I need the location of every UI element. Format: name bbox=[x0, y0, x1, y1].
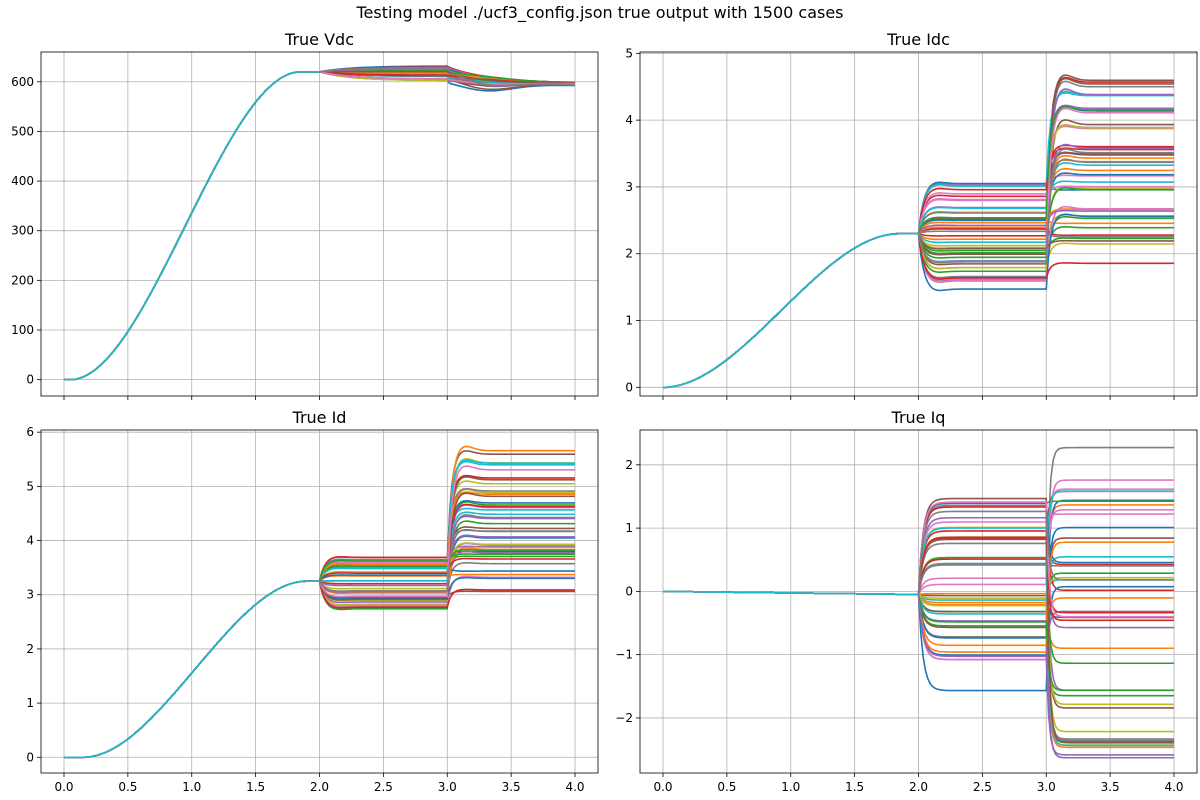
x-tick-label: 1.0 bbox=[182, 780, 201, 794]
y-tick-label: 0 bbox=[26, 373, 34, 387]
y-tick-label: 400 bbox=[11, 174, 34, 188]
x-tick-label: 3.5 bbox=[502, 780, 521, 794]
figure-suptitle: Testing model ./ucf3_config.json true ou… bbox=[355, 3, 843, 23]
y-tick-label: 2 bbox=[625, 458, 633, 472]
x-tick-label: 0.0 bbox=[653, 780, 672, 794]
x-tick-label: 1.5 bbox=[845, 780, 864, 794]
y-tick-label: 5 bbox=[625, 46, 633, 60]
y-tick-label: 1 bbox=[625, 314, 633, 328]
subplot-title: True Id bbox=[292, 408, 347, 427]
grid bbox=[41, 430, 598, 773]
x-tick-label: 2.5 bbox=[374, 780, 393, 794]
subplot-id: True Id 0.0 0.5 1.0 1.5 2.0 2.5 3.0 3.5 4.0 0 1 2 3 4 5… bbox=[26, 408, 599, 794]
y-tick-label: 2 bbox=[625, 247, 633, 261]
y-tick-label: 3 bbox=[26, 588, 34, 602]
series-group bbox=[64, 65, 576, 381]
y-tick-label: 3 bbox=[625, 180, 633, 194]
x-tick-label: 2.5 bbox=[973, 780, 992, 794]
subplot-title: True Vdc bbox=[284, 30, 354, 49]
y-tick-label: 100 bbox=[11, 323, 34, 337]
x-tick-label: 3.5 bbox=[1101, 780, 1120, 794]
y-tick-label: 300 bbox=[11, 224, 34, 238]
subplot-idc: True Idc 0 1 2 3 4 5 bbox=[625, 30, 1198, 400]
series-line bbox=[662, 232, 919, 389]
subplot-vdc: True Vdc 0 100 200 300 400 500 600 bbox=[11, 30, 599, 400]
y-tick-label: 0 bbox=[625, 584, 633, 598]
grid bbox=[640, 430, 1197, 773]
series-line bbox=[64, 580, 320, 759]
series-line bbox=[64, 71, 320, 381]
y-tick-label: 1 bbox=[26, 696, 34, 710]
series-group bbox=[662, 74, 1174, 389]
x-tick-label: 3.0 bbox=[438, 780, 457, 794]
x-tick-label: 2.0 bbox=[909, 780, 928, 794]
series-group bbox=[662, 446, 1174, 759]
y-tick-label: 1 bbox=[625, 521, 633, 535]
y-tick-label: 2 bbox=[26, 642, 34, 656]
series-group bbox=[64, 445, 575, 759]
y-tick-label: 500 bbox=[11, 124, 34, 138]
x-tick-label: 0.0 bbox=[54, 780, 73, 794]
x-tick-label: 1.5 bbox=[246, 780, 265, 794]
grid bbox=[41, 52, 598, 396]
x-tick-label: 0.5 bbox=[118, 780, 137, 794]
y-tick-label: 5 bbox=[26, 479, 34, 493]
series-line bbox=[662, 590, 919, 596]
grid bbox=[640, 52, 1197, 396]
x-tick-label: 1.0 bbox=[781, 780, 800, 794]
x-tick-label: 0.5 bbox=[717, 780, 736, 794]
subplot-title: True Idc bbox=[886, 30, 950, 49]
y-tick-label: 200 bbox=[11, 273, 34, 287]
y-tick-label: 0 bbox=[26, 750, 34, 764]
x-tick-label: 4.0 bbox=[565, 780, 584, 794]
y-tick-label: −1 bbox=[615, 648, 633, 662]
y-tick-label: 600 bbox=[11, 75, 34, 89]
y-tick-label: −2 bbox=[615, 711, 633, 725]
y-tick-label: 4 bbox=[26, 534, 34, 548]
subplot-iq: True Iq 0.0 0.5 1.0 1.5 2.0 2.5 3.0 3.5 4.0 −2 −1 0 1… bbox=[615, 408, 1198, 794]
y-tick-label: 0 bbox=[625, 380, 633, 394]
subplot-title: True Iq bbox=[891, 408, 946, 427]
x-tick-label: 3.0 bbox=[1037, 780, 1056, 794]
y-tick-label: 6 bbox=[26, 425, 34, 439]
y-tick-label: 4 bbox=[625, 113, 633, 127]
x-tick-label: 4.0 bbox=[1164, 780, 1183, 794]
x-tick-label: 2.0 bbox=[310, 780, 329, 794]
